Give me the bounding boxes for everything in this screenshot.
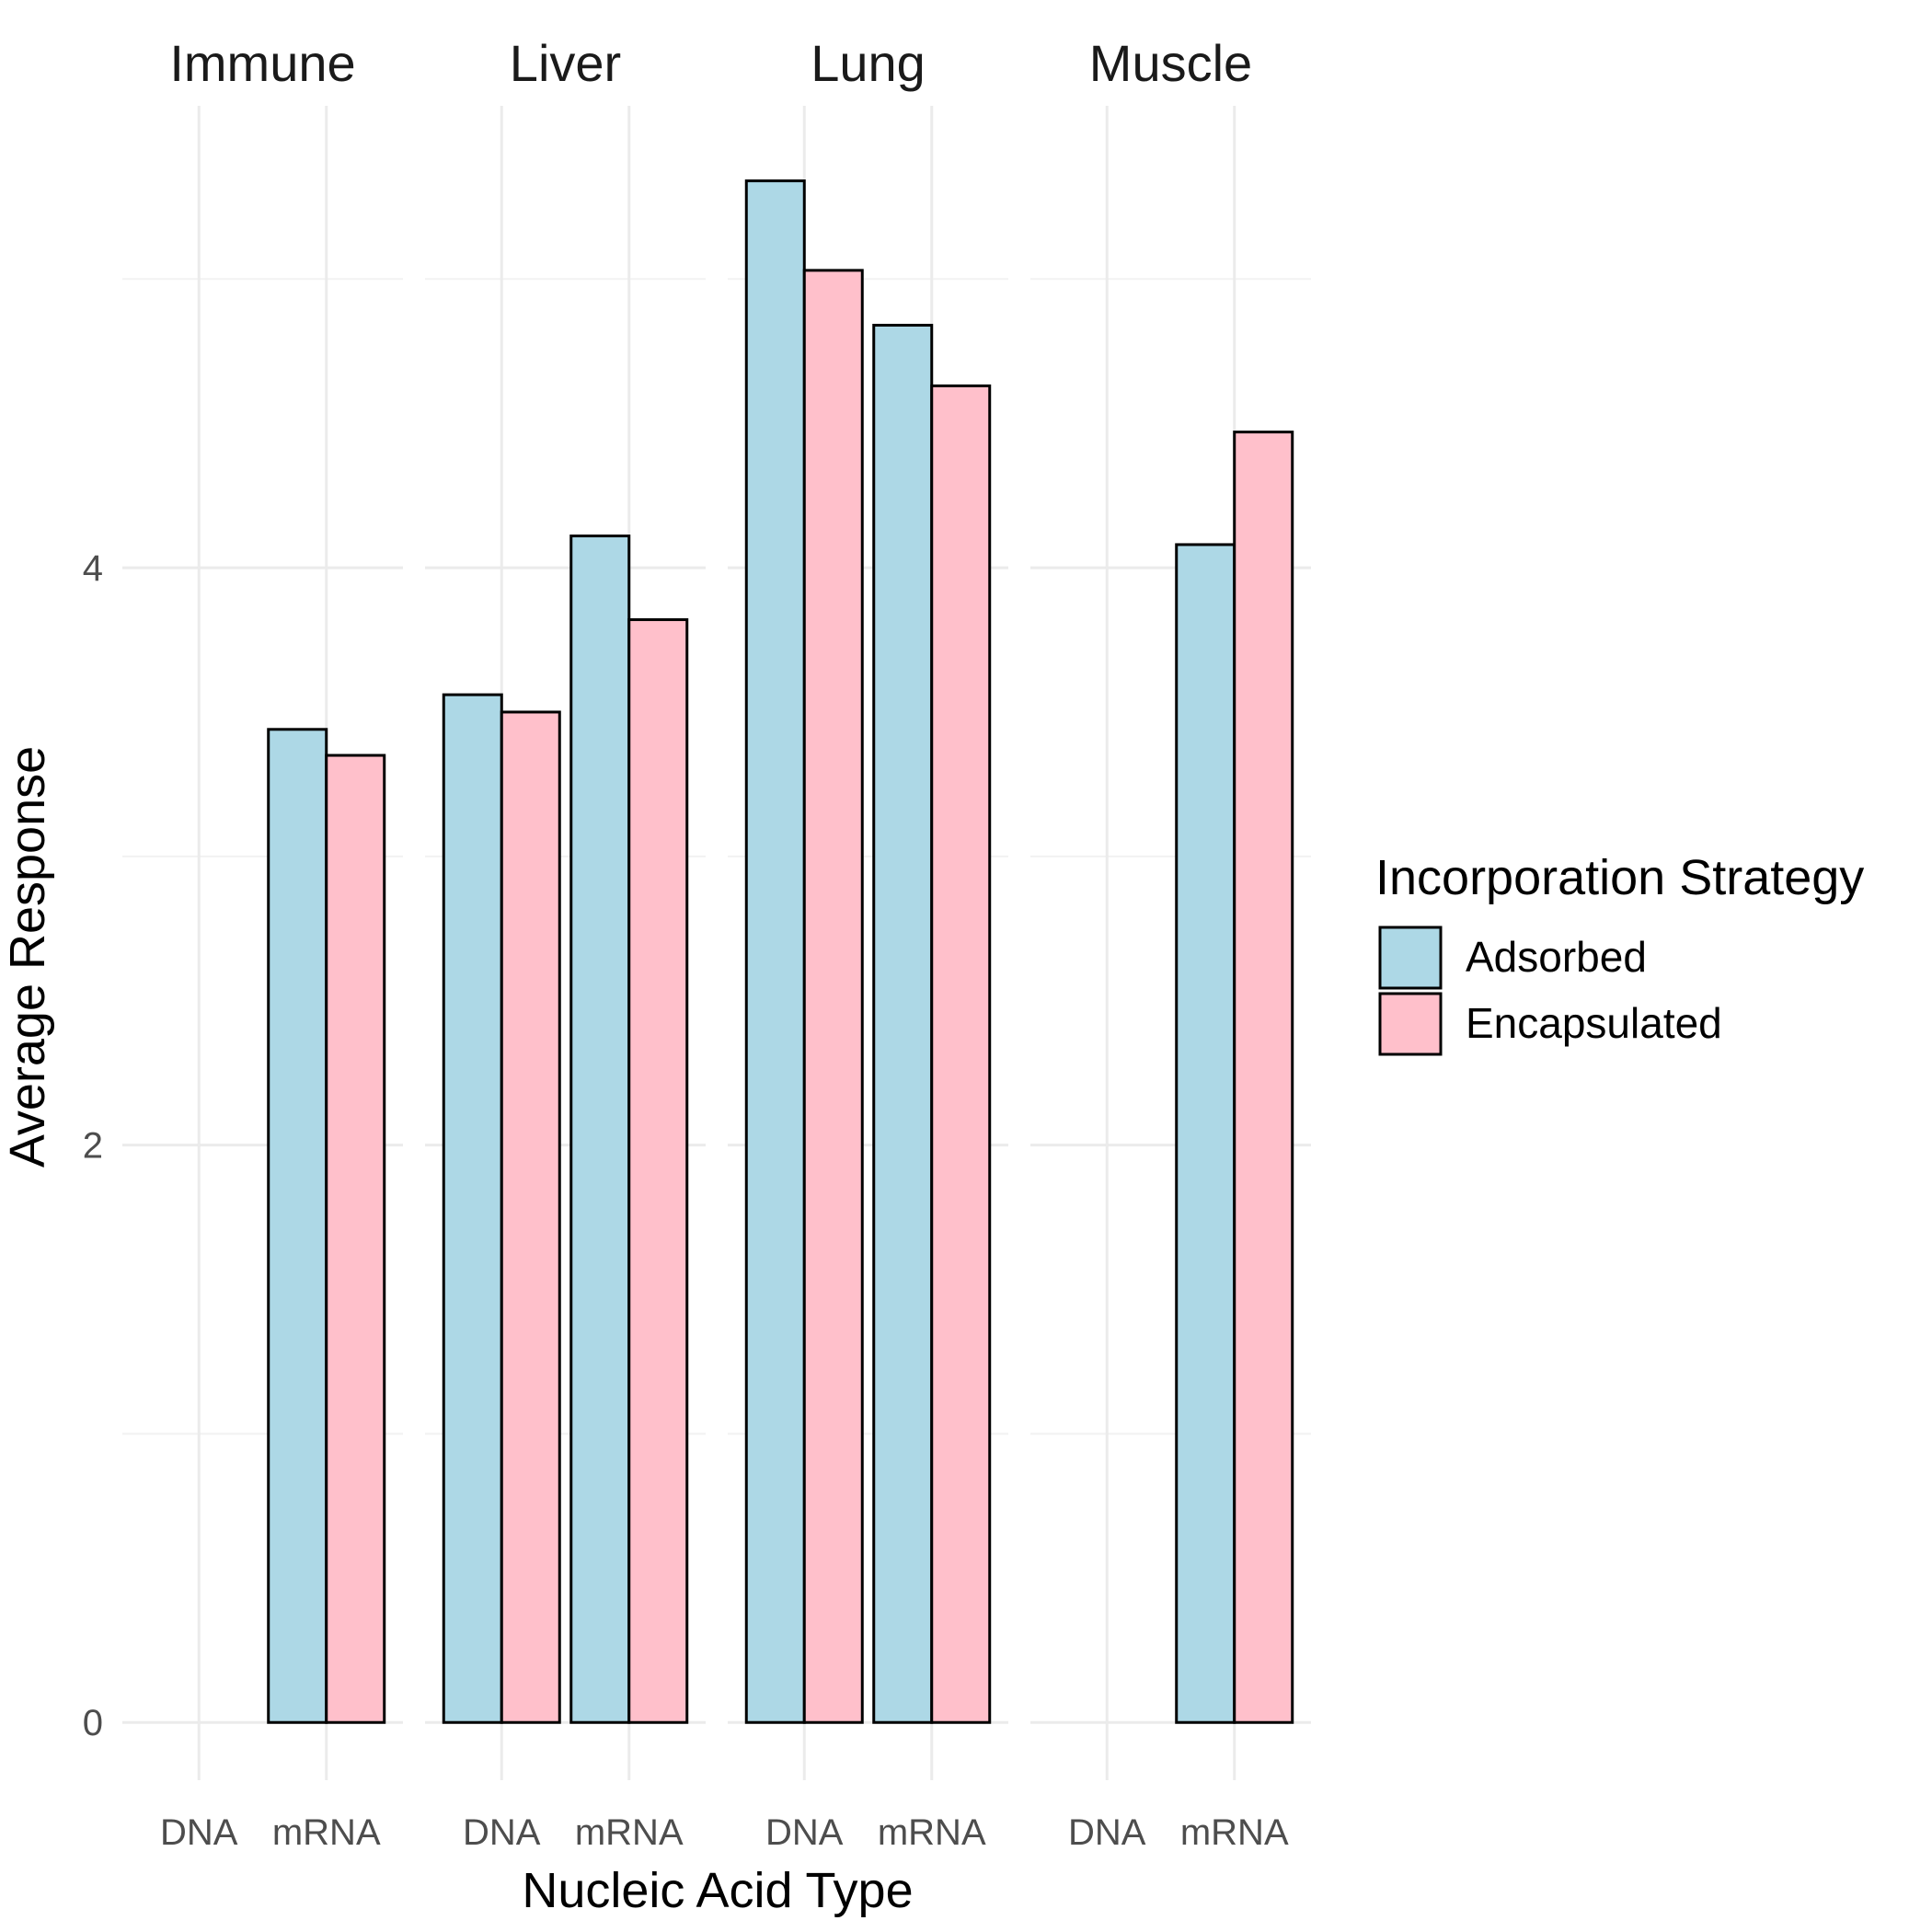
- facet-strip-label: Lung: [811, 34, 926, 92]
- x-tick-label: mRNA: [575, 1812, 684, 1853]
- facet-strip-label: Immune: [169, 34, 355, 92]
- x-tick-label: DNA: [765, 1812, 844, 1853]
- facet-panel-liver: Liver DNA mRNA: [425, 34, 706, 1853]
- x-tick-label: DNA: [1068, 1812, 1146, 1853]
- legend-item-encapsulated: Encapsulated: [1378, 992, 1722, 1056]
- bar-liver-dna-encapsulated: [500, 710, 561, 1724]
- x-tick-label: mRNA: [1180, 1812, 1289, 1853]
- facet-panel-muscle: Muscle DNA mRNA: [1030, 34, 1311, 1853]
- legend-label: Adsorbed: [1466, 933, 1647, 981]
- bar-lung-dna-encapsulated: [802, 269, 864, 1724]
- legend-title: Incorporation Strategy: [1375, 850, 1864, 905]
- legend-key: [1378, 926, 1443, 990]
- y-tick-label: 2: [83, 1126, 103, 1167]
- legend-items: Adsorbed Encapsulated: [1378, 926, 1722, 1056]
- legend-key: [1378, 992, 1443, 1056]
- bar-muscle-mrna-adsorbed: [1175, 543, 1236, 1724]
- bar-liver-dna-adsorbed: [442, 693, 503, 1724]
- x-tick-label: DNA: [463, 1812, 541, 1853]
- x-tick-label: DNA: [160, 1812, 238, 1853]
- facet-panel-lung: Lung DNA mRNA: [728, 34, 1008, 1853]
- bar-muscle-mrna-encapsulated: [1233, 431, 1294, 1724]
- x-axis-title: Nucleic Acid Type: [522, 1863, 913, 1918]
- bar-lung-mrna-encapsulated: [930, 384, 992, 1724]
- bar-lung-dna-adsorbed: [744, 179, 806, 1724]
- y-tick-label: 4: [83, 548, 103, 589]
- bar-immune-mrna-adsorbed: [267, 728, 328, 1724]
- facet-strip-label: Liver: [510, 34, 621, 92]
- bar-lung-mrna-adsorbed: [872, 323, 934, 1724]
- bar-immune-mrna-encapsulated: [325, 753, 386, 1724]
- y-axis-title: Average Response: [0, 746, 55, 1167]
- x-tick-label: mRNA: [272, 1812, 381, 1853]
- legend: Incorporation Strategy Adsorbed Encapsula…: [1375, 850, 1864, 1056]
- bar-liver-mrna-adsorbed: [569, 535, 631, 1724]
- facet-panel-immune: Immune DNA mRNA: [122, 34, 403, 1853]
- facet-strip-label: Muscle: [1089, 34, 1252, 92]
- y-axis: 0 2 4: [83, 548, 103, 1743]
- y-tick-label: 0: [83, 1703, 103, 1743]
- x-tick-label: mRNA: [878, 1812, 986, 1853]
- legend-item-adsorbed: Adsorbed: [1378, 926, 1647, 990]
- legend-label: Encapsulated: [1466, 999, 1722, 1047]
- bar-liver-mrna-encapsulated: [627, 618, 689, 1724]
